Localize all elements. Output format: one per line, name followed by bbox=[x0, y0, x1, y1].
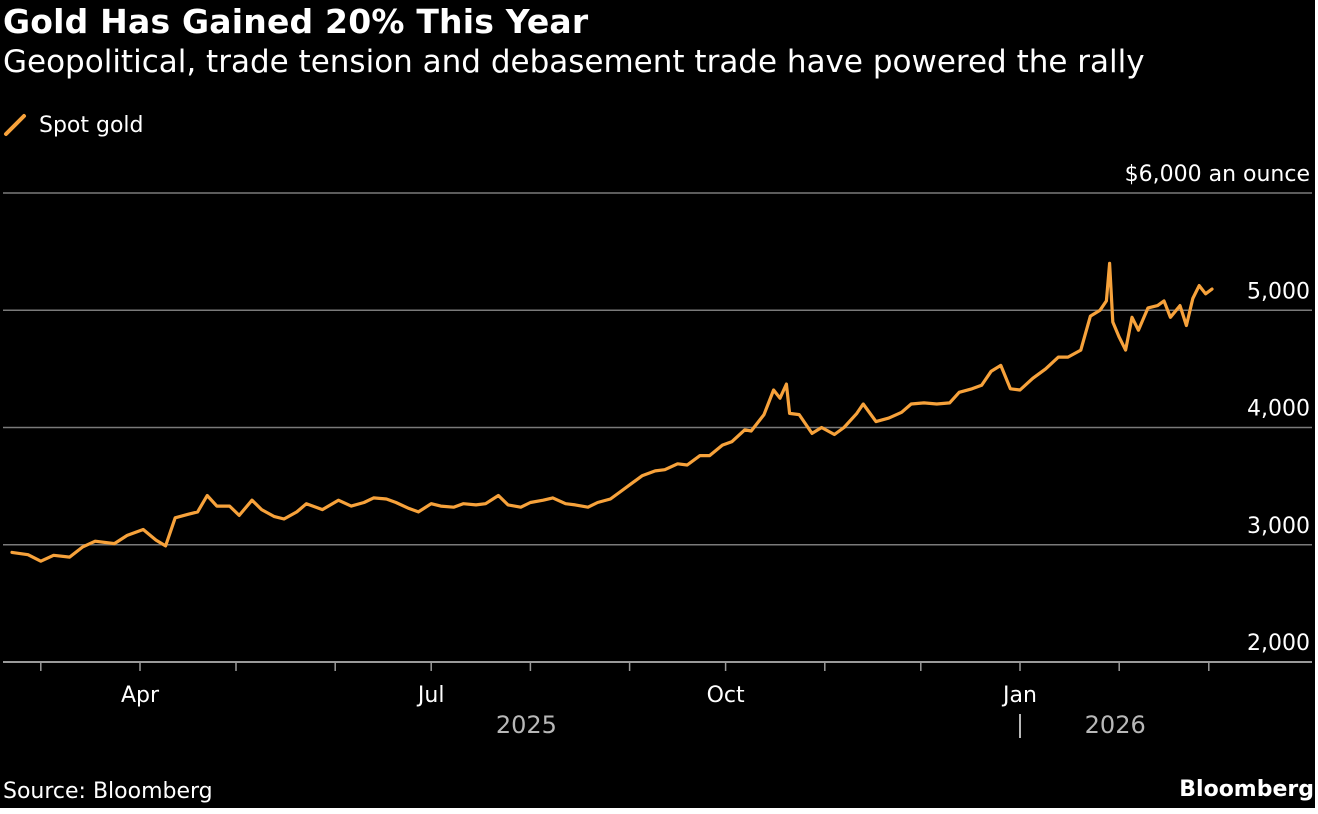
y-tick-label: $6,000 an ounce bbox=[1125, 162, 1310, 187]
x-tick-label: Jul bbox=[416, 683, 445, 708]
y-tick-label: 4,000 bbox=[1247, 397, 1310, 422]
source-note: Source: Bloomberg bbox=[3, 779, 213, 804]
legend-swatch bbox=[4, 114, 26, 136]
x-tick-label: Jan bbox=[1001, 683, 1037, 708]
chart-title: Gold Has Gained 20% This Year bbox=[3, 2, 589, 41]
chart-subtitle: Geopolitical, trade tension and debaseme… bbox=[3, 44, 1145, 80]
year-label: 2025 bbox=[496, 711, 557, 739]
series-line-spot-gold bbox=[10, 261, 1214, 563]
y-tick-label: 3,000 bbox=[1247, 514, 1310, 539]
bloomberg-logo: Bloomberg bbox=[1179, 777, 1314, 802]
year-label: 2026 bbox=[1085, 711, 1146, 739]
y-tick-label: 2,000 bbox=[1247, 631, 1310, 656]
legend: Spot gold bbox=[3, 110, 144, 140]
legend-label-spot-gold: Spot gold bbox=[39, 112, 144, 138]
x-tick-label: Oct bbox=[707, 683, 745, 708]
y-tick-label: 5,000 bbox=[1247, 279, 1310, 304]
x-tick-label: Apr bbox=[121, 683, 160, 708]
